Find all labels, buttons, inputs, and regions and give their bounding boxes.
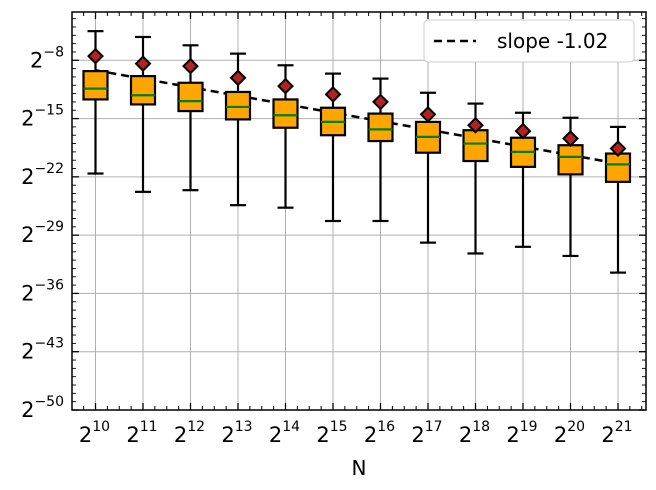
- grid-lines: [72, 12, 646, 411]
- fit-line-layer: [95, 69, 619, 165]
- box-plot: [462, 102, 489, 255]
- box-plots: [82, 30, 632, 274]
- x-tick-label: 218: [459, 419, 490, 447]
- y-tick-label: 2−22: [21, 161, 64, 189]
- axis-ticks: [72, 12, 646, 411]
- mean-marker: [134, 55, 152, 73]
- y-tick-label: 2−15: [21, 103, 64, 131]
- box-plot: [414, 91, 442, 244]
- box-iqr: [272, 98, 299, 129]
- mean-marker: [229, 69, 247, 87]
- box-plot: [224, 52, 252, 207]
- mean-marker: [419, 106, 437, 123]
- mean-marker: [514, 122, 532, 140]
- x-tick-label: 212: [174, 419, 205, 447]
- box-iqr: [129, 75, 157, 106]
- mean-marker: [277, 77, 294, 95]
- x-tick-label: 214: [269, 419, 300, 447]
- x-axis-label: N: [352, 456, 367, 480]
- box-plot: [367, 77, 394, 223]
- x-tick-label: 211: [126, 419, 157, 447]
- legend-box: [423, 19, 635, 63]
- mean-marker: [372, 93, 389, 111]
- x-tick-label: 215: [316, 419, 347, 447]
- box-iqr: [462, 129, 489, 163]
- x-tick-label: 219: [506, 419, 537, 447]
- x-tick-labels: 210 211 212 213 214 215 216 217 218 219 220 221: [79, 419, 633, 447]
- mean-marker: [324, 86, 342, 103]
- box-iqr: [177, 81, 204, 113]
- legend: slope -1.02: [423, 19, 635, 63]
- mean-marker: [87, 47, 104, 65]
- y-tick-labels: 2−8 2−15 2−22 2−29 2−36 2−43 2−50: [21, 44, 64, 422]
- mean-marker: [609, 140, 627, 157]
- box-plot: [82, 30, 109, 175]
- fit-line: [95, 69, 619, 165]
- plot-frame: [71, 11, 647, 411]
- x-tick-label: 217: [411, 419, 442, 447]
- x-tick-label: 213: [221, 419, 252, 447]
- box-iqr: [557, 144, 584, 176]
- box-iqr: [604, 152, 632, 183]
- box-iqr: [367, 112, 394, 143]
- box-plot: [177, 44, 204, 192]
- legend-fit-line-label: slope -1.02: [497, 29, 608, 53]
- box-plot: [129, 35, 157, 193]
- mean-marker: [182, 57, 199, 75]
- box-plot: [509, 111, 537, 248]
- box-plot: [272, 64, 299, 209]
- y-tick-label: 2−8: [30, 44, 64, 72]
- box-iqr: [224, 90, 252, 121]
- mean-marker: [467, 116, 484, 134]
- y-tick-label: 2−43: [21, 336, 64, 364]
- x-tick-label: 216: [364, 419, 395, 447]
- y-tick-label: 2−50: [21, 394, 64, 422]
- y-tick-label: 2−29: [21, 219, 64, 247]
- mean-marker: [562, 130, 579, 147]
- y-tick-label: 2−36: [21, 277, 64, 305]
- box-plot: [604, 125, 632, 274]
- x-tick-label: 220: [554, 419, 585, 447]
- box-plot: [557, 116, 584, 258]
- box-iqr: [82, 70, 109, 101]
- x-tick-label: 210: [79, 419, 110, 447]
- x-tick-label: 221: [601, 419, 632, 447]
- box-plot: [319, 72, 347, 223]
